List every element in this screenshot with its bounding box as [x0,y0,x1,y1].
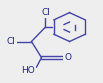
Text: Cl: Cl [41,8,50,17]
Text: O: O [64,53,71,62]
Text: HO: HO [22,66,35,75]
Text: Cl: Cl [7,37,16,46]
